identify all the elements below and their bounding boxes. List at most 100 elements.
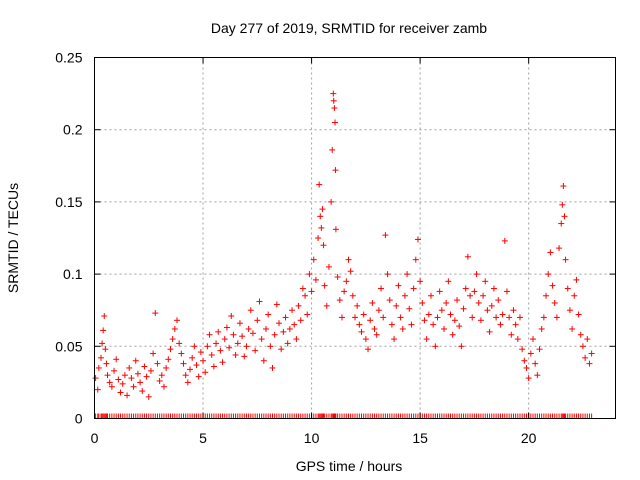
data-point — [493, 314, 500, 321]
data-point — [317, 213, 324, 220]
data-point — [560, 183, 567, 190]
data-point — [490, 285, 497, 292]
data-point — [499, 311, 506, 318]
data-point — [249, 330, 256, 337]
data-point — [360, 311, 367, 318]
data-point — [328, 198, 335, 205]
data-point — [113, 356, 120, 363]
data-point — [430, 321, 437, 328]
data-point — [302, 292, 309, 299]
data-point — [99, 340, 106, 347]
data-point — [106, 379, 113, 386]
data-point — [180, 360, 187, 367]
data-point — [191, 343, 198, 350]
data-point — [95, 364, 102, 371]
data-point — [538, 325, 545, 332]
data-point — [111, 367, 118, 374]
data-point — [484, 307, 491, 314]
data-point — [365, 346, 372, 353]
data-point — [321, 282, 328, 289]
data-point — [219, 359, 226, 366]
data-point — [141, 363, 148, 370]
data-point — [154, 360, 161, 367]
data-point — [128, 375, 135, 382]
data-point — [482, 278, 489, 285]
data-point — [94, 386, 101, 393]
data-point — [501, 237, 508, 244]
data-point — [347, 268, 354, 275]
data-point — [378, 285, 385, 292]
data-point — [406, 305, 413, 312]
data-point — [571, 292, 578, 299]
data-point — [404, 271, 411, 278]
data-point — [189, 354, 196, 361]
data-point — [432, 343, 439, 350]
data-point — [316, 181, 323, 188]
data-point — [265, 311, 272, 318]
data-point — [254, 317, 261, 324]
data-point — [384, 271, 391, 278]
data-point — [488, 302, 495, 309]
y-tick-label: 0.05 — [55, 338, 82, 354]
data-point — [579, 343, 586, 350]
data-point — [508, 331, 515, 338]
data-point — [126, 364, 133, 371]
data-point — [202, 369, 209, 376]
data-point — [386, 297, 393, 304]
data-point — [349, 292, 356, 299]
data-point — [156, 377, 163, 384]
data-point — [573, 276, 580, 283]
data-point — [134, 370, 141, 377]
data-point — [419, 299, 426, 306]
data-point — [221, 336, 228, 343]
data-point — [534, 372, 541, 379]
data-point — [171, 325, 178, 332]
data-point — [352, 314, 358, 321]
data-point — [451, 317, 458, 324]
data-point — [330, 97, 337, 104]
data-point — [260, 357, 267, 364]
data-point — [369, 299, 376, 306]
x-tick-label: 10 — [304, 430, 320, 446]
data-point — [358, 328, 365, 335]
data-point — [506, 314, 513, 321]
data-point — [441, 325, 448, 332]
data-point — [456, 323, 463, 330]
data-point — [559, 201, 566, 208]
data-point — [397, 314, 404, 321]
data-point — [108, 383, 115, 390]
data-point — [173, 317, 180, 324]
data-point — [187, 366, 194, 373]
data-point — [569, 325, 576, 332]
data-point — [588, 350, 595, 357]
data-point — [158, 372, 165, 379]
data-point — [228, 312, 235, 319]
data-point — [545, 271, 552, 278]
data-point — [325, 263, 332, 270]
data-point — [304, 311, 311, 318]
data-point — [362, 336, 369, 343]
data-point — [561, 213, 568, 220]
data-point — [234, 340, 241, 347]
data-point — [319, 206, 326, 213]
data-point — [143, 373, 150, 380]
data-point — [184, 379, 191, 386]
data-point — [414, 236, 421, 243]
data-point — [443, 299, 450, 306]
data-point — [213, 340, 220, 347]
data-point — [566, 307, 573, 314]
data-point — [495, 297, 502, 304]
data-point — [323, 302, 330, 309]
data-point — [92, 375, 99, 382]
data-point — [284, 340, 291, 347]
y-tick-label: 0.1 — [63, 266, 83, 282]
data-point — [462, 285, 469, 292]
data-point — [332, 167, 339, 174]
data-point — [247, 307, 254, 314]
data-point — [282, 314, 289, 321]
data-point — [475, 299, 482, 306]
data-point — [147, 367, 154, 374]
data-point — [549, 282, 556, 289]
data-point — [471, 288, 478, 295]
